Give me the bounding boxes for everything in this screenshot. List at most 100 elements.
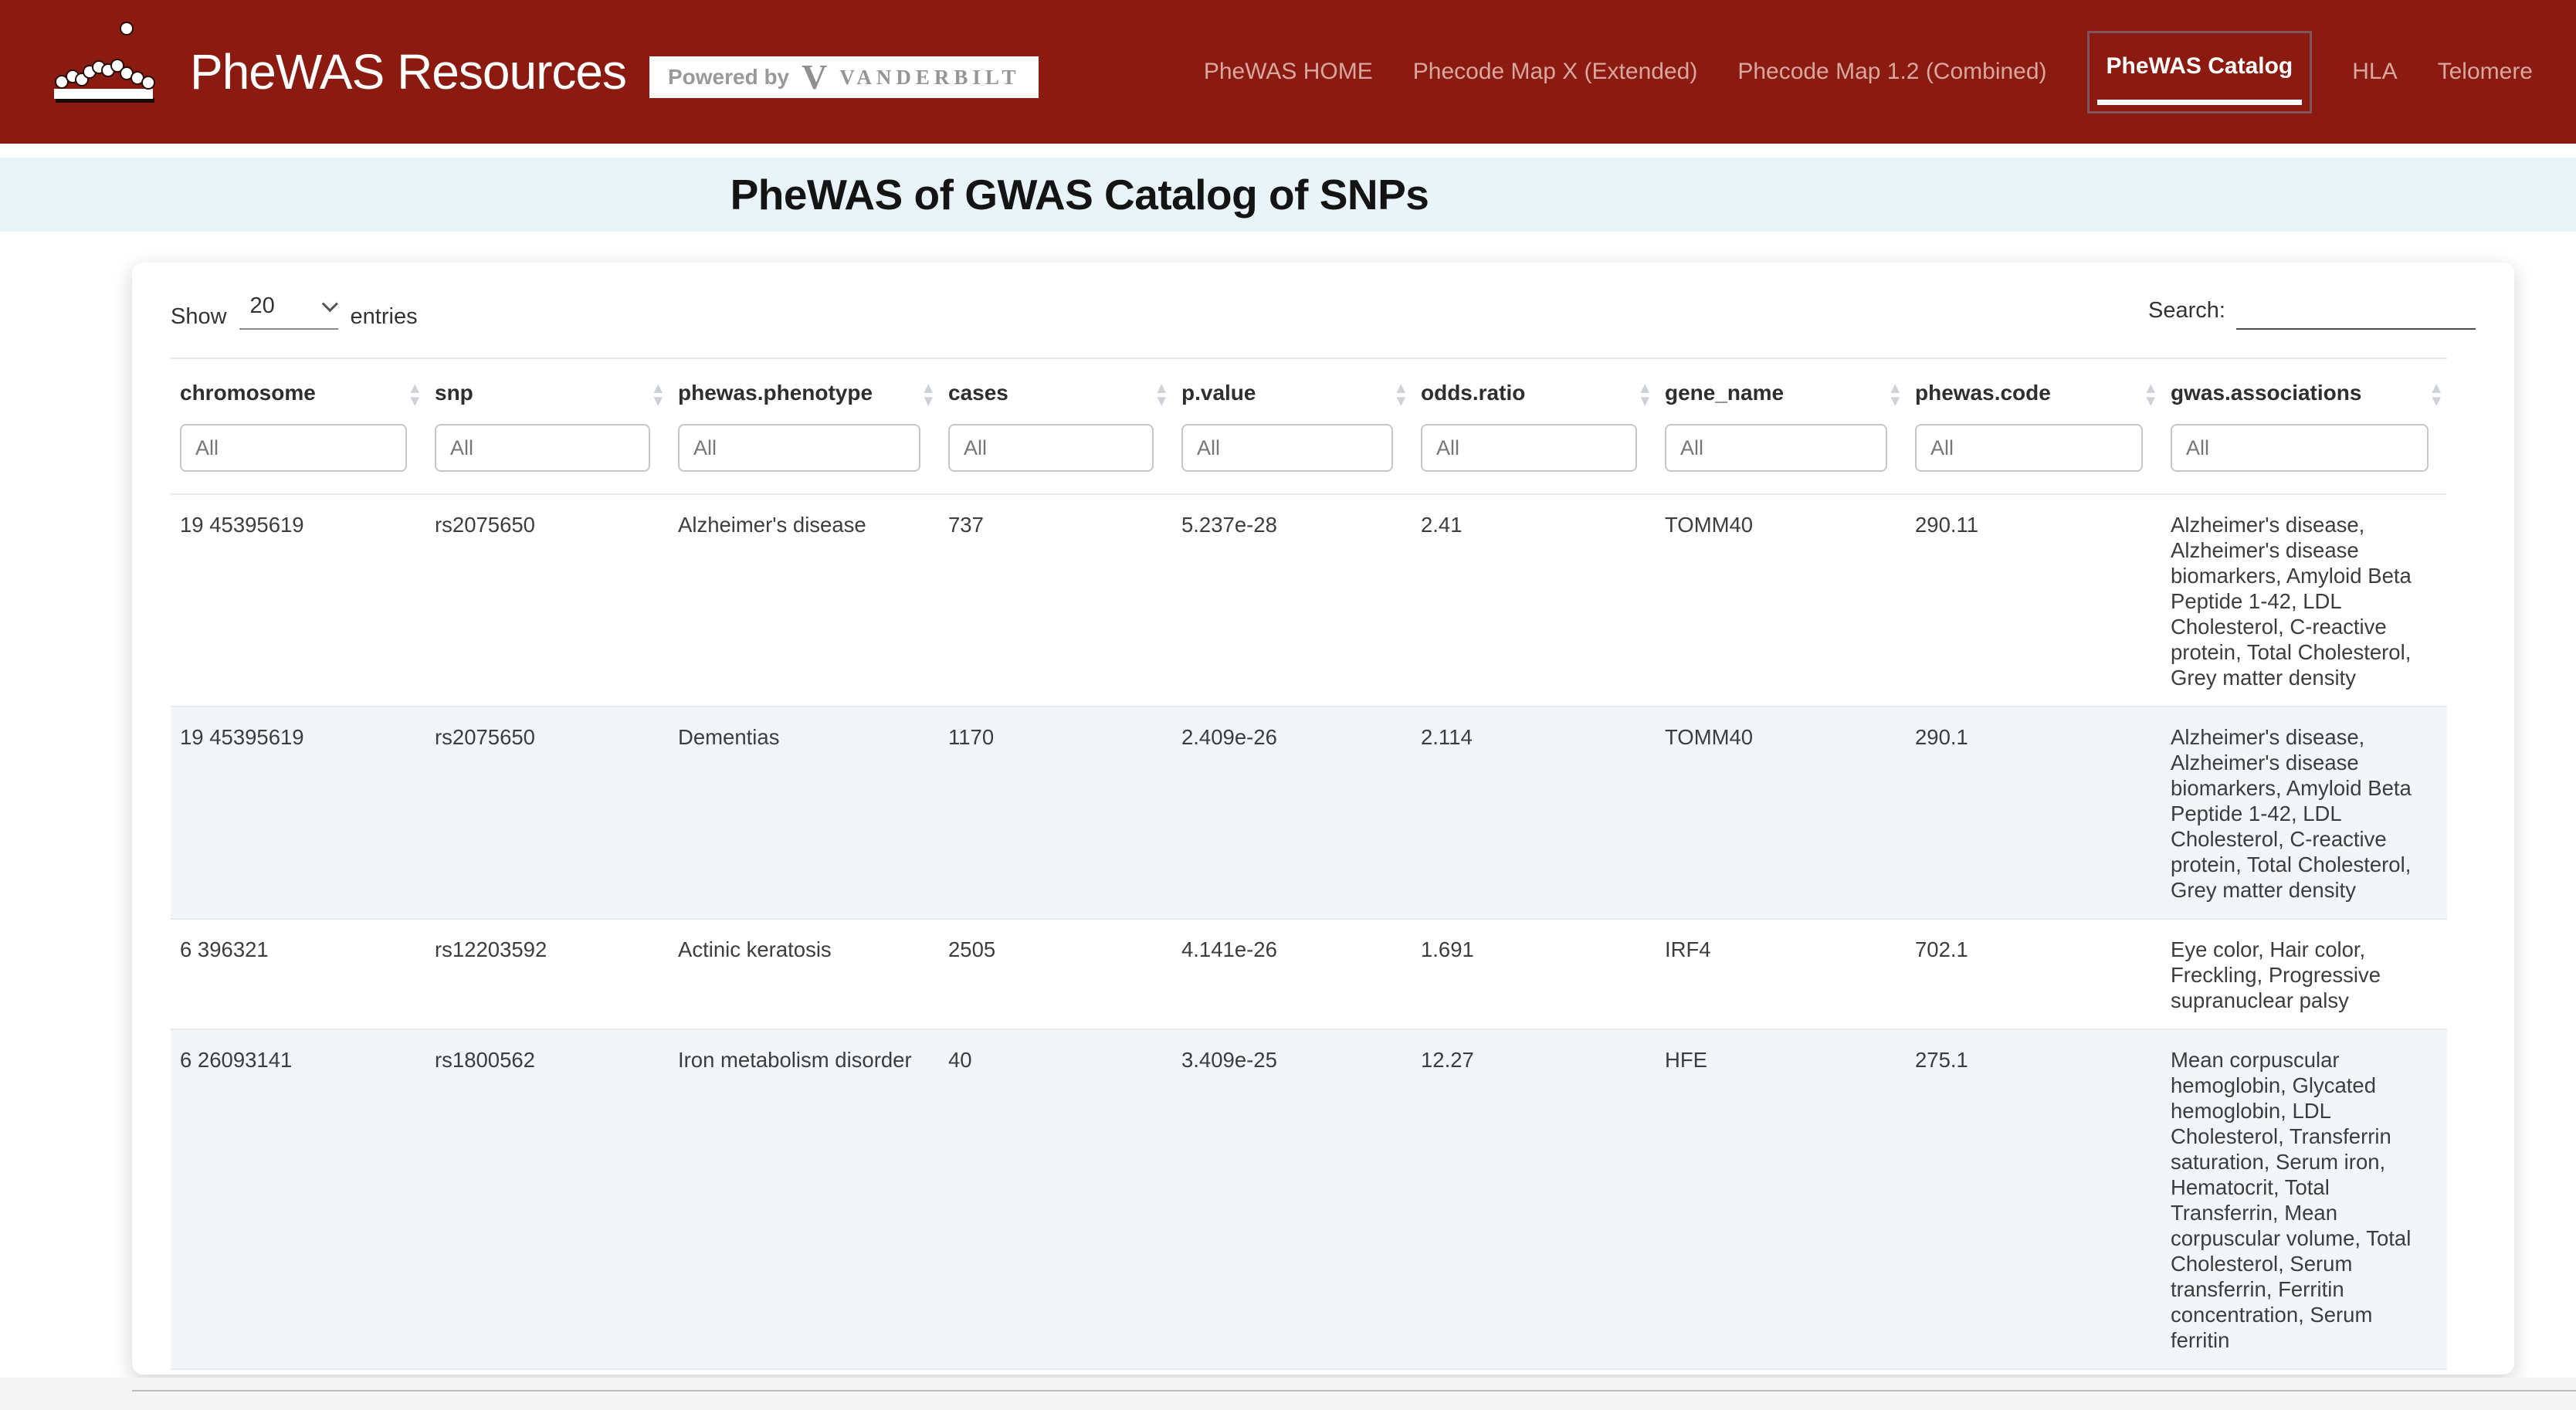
cell-cases: 40	[948, 1048, 972, 1072]
column-header-label: p.value	[1181, 381, 1256, 405]
column-header-label: phewas.phenotype	[678, 381, 873, 405]
cell-phewas.phenotype: Dementias	[678, 725, 780, 749]
sort-icon[interactable]: ▲ ▼	[410, 381, 419, 408]
cell-p.value: 4.141e-26	[1181, 937, 1277, 961]
powered-by-label: Powered by	[667, 65, 790, 89]
filter-input-phewas.code[interactable]	[1915, 424, 2143, 472]
column-header-label: gene_name	[1665, 381, 1785, 405]
cell-cases: 2505	[948, 937, 996, 961]
table-row: 6 26093141 rs1800562 Iron metabolism disor…	[171, 1029, 2447, 1369]
sort-icon[interactable]: ▲ ▼	[1640, 381, 1649, 408]
cell-cases: 1170	[948, 725, 995, 749]
manhattan-plot-logo-icon	[54, 22, 155, 103]
cell-snp: rs2075650	[435, 725, 535, 749]
cell-odds.ratio: 2.41	[1421, 513, 1463, 537]
nav-item-phecode-map-12[interactable]: Phecode Map 1.2 (Combined)	[1737, 59, 2047, 84]
page-length-value: 20	[249, 293, 275, 318]
vanderbilt-wordmark: VANDERBILT	[839, 65, 1021, 89]
search-label: Search:	[2148, 298, 2225, 323]
column-header-p.value[interactable]: p.value ▲ ▼	[1172, 358, 1412, 413]
filter-input-gwas.associations[interactable]	[2171, 424, 2429, 472]
filter-input-phewas.phenotype[interactable]	[678, 424, 920, 472]
filter-input-cases[interactable]	[948, 424, 1154, 472]
cell-gwas.associations: Alzheimer's disease, Alzheimer's disease…	[2171, 513, 2412, 690]
powered-by-badge: Powered by V VANDERBILT	[649, 56, 1039, 98]
cell-phewas.code: 290	[1906, 1369, 2161, 1374]
cell-phewas.code: 290.11	[1915, 513, 1979, 537]
cell-phewas.code: 290.1	[1915, 725, 1968, 749]
table-row: 19 45395619rs2075650Delirium dementia an…	[171, 1369, 2447, 1374]
cell-cases: 1566	[939, 1369, 1172, 1374]
page-length-select[interactable]: 20	[239, 293, 338, 330]
cell-gene_name: TOMM40	[1665, 513, 1754, 537]
filter-input-gene_name[interactable]	[1665, 424, 1887, 472]
column-header-chromosome[interactable]: chromosome ▲ ▼	[171, 358, 425, 413]
nav-item-phewas-home[interactable]: PheWAS HOME	[1203, 59, 1373, 84]
bottom-divider	[132, 1390, 2576, 1391]
column-header-label: cases	[948, 381, 1008, 405]
search-input[interactable]	[2236, 294, 2476, 330]
sort-icon[interactable]: ▲ ▼	[2146, 381, 2155, 408]
nav-item-telomere[interactable]: Telomere	[2437, 59, 2533, 84]
cell-snp: rs2075650	[435, 513, 535, 537]
cell-gene_name: HFE	[1665, 1048, 1707, 1072]
cell-snp: rs12203592	[435, 937, 547, 961]
cell-gwas.associations: Alzheimer's disease, Alzheimer's disease…	[2171, 725, 2412, 902]
cell-phewas.code: 275.1	[1915, 1048, 1968, 1072]
column-header-phewas.phenotype[interactable]: phewas.phenotype ▲ ▼	[669, 358, 939, 413]
sort-icon[interactable]: ▲ ▼	[1890, 381, 1900, 408]
cell-chromosome: 6 396321	[180, 937, 269, 961]
column-header-label: phewas.code	[1915, 381, 2051, 405]
show-label: Show	[171, 304, 227, 329]
cell-chromosome: 6 26093141	[180, 1048, 293, 1072]
cell-gwas.associations: Alzheimer's disease, Alzheimer's disease…	[2161, 1369, 2447, 1374]
column-header-odds.ratio[interactable]: odds.ratio ▲ ▼	[1412, 358, 1656, 413]
sort-icon[interactable]: ▲ ▼	[653, 381, 663, 408]
phewas-data-table: chromosome ▲ ▼ snp ▲ ▼ phewas.phenotype ▲ ▼ cases…	[171, 358, 2447, 1374]
app-header: PheWAS Resources Powered by V VANDERBILT…	[0, 0, 2576, 144]
column-filter-row	[171, 413, 2447, 494]
chevron-down-icon	[321, 296, 338, 313]
filter-input-p.value[interactable]	[1181, 424, 1393, 472]
sort-icon[interactable]: ▲ ▼	[2432, 381, 2441, 408]
cell-snp: rs2075650	[425, 1369, 669, 1374]
cell-gene_name: TOMM40	[1665, 725, 1754, 749]
nav-item-hla[interactable]: HLA	[2352, 59, 2398, 84]
nav-item-phecode-map-x[interactable]: Phecode Map X (Extended)	[1412, 59, 1698, 84]
main-nav: PheWAS HOME Phecode Map X (Extended) Phe…	[1203, 30, 2533, 114]
column-header-gwas.associations[interactable]: gwas.associations ▲ ▼	[2161, 358, 2447, 413]
column-header-label: odds.ratio	[1421, 381, 1526, 405]
column-header-cases[interactable]: cases ▲ ▼	[939, 358, 1172, 413]
cell-phewas.phenotype: Delirium dementia and amnestic disorders	[669, 1369, 939, 1374]
page-title: PheWAS of GWAS Catalog of SNPs	[730, 171, 1429, 219]
vanderbilt-v-icon: V	[802, 57, 828, 97]
filter-input-odds.ratio[interactable]	[1421, 424, 1637, 472]
column-header-label: gwas.associations	[2171, 381, 2362, 405]
column-header-phewas.code[interactable]: phewas.code ▲ ▼	[1906, 358, 2161, 413]
search-group: Search:	[2148, 294, 2476, 330]
sort-icon[interactable]: ▲ ▼	[924, 381, 933, 408]
filter-input-snp[interactable]	[435, 424, 650, 472]
sort-icon[interactable]: ▲ ▼	[1157, 381, 1166, 408]
table-card: Show 20 entries Search: chromosome ▲ ▼ snp ▲…	[132, 263, 2514, 1374]
page-bottom-strip	[0, 1378, 2576, 1410]
cell-phewas.code: 702.1	[1915, 937, 1968, 961]
cell-odds.ratio: 1.841	[1412, 1369, 1656, 1374]
column-header-label: chromosome	[180, 381, 316, 405]
cell-phewas.phenotype: Iron metabolism disorder	[678, 1048, 912, 1072]
cell-cases: 737	[948, 513, 984, 537]
cell-gene_name: TOMM40	[1656, 1369, 1906, 1374]
nav-item-phewas-catalog[interactable]: PheWAS Catalog	[2086, 30, 2313, 114]
column-header-gene_name[interactable]: gene_name ▲ ▼	[1656, 358, 1906, 413]
filter-input-chromosome[interactable]	[180, 424, 407, 472]
entries-label: entries	[350, 304, 418, 329]
cell-p.value: 3.409e-25	[1181, 1048, 1277, 1072]
page-length-group: Show 20 entries	[171, 293, 418, 330]
cell-chromosome: 19 45395619	[180, 513, 304, 537]
cell-p.value: 2.409e-26	[1181, 725, 1277, 749]
brand-title: PheWAS Resources	[190, 44, 627, 100]
column-header-snp[interactable]: snp ▲ ▼	[425, 358, 669, 413]
cell-snp: rs1800562	[435, 1048, 535, 1072]
sort-icon[interactable]: ▲ ▼	[1396, 381, 1405, 408]
cell-phewas.phenotype: Alzheimer's disease	[678, 513, 866, 537]
